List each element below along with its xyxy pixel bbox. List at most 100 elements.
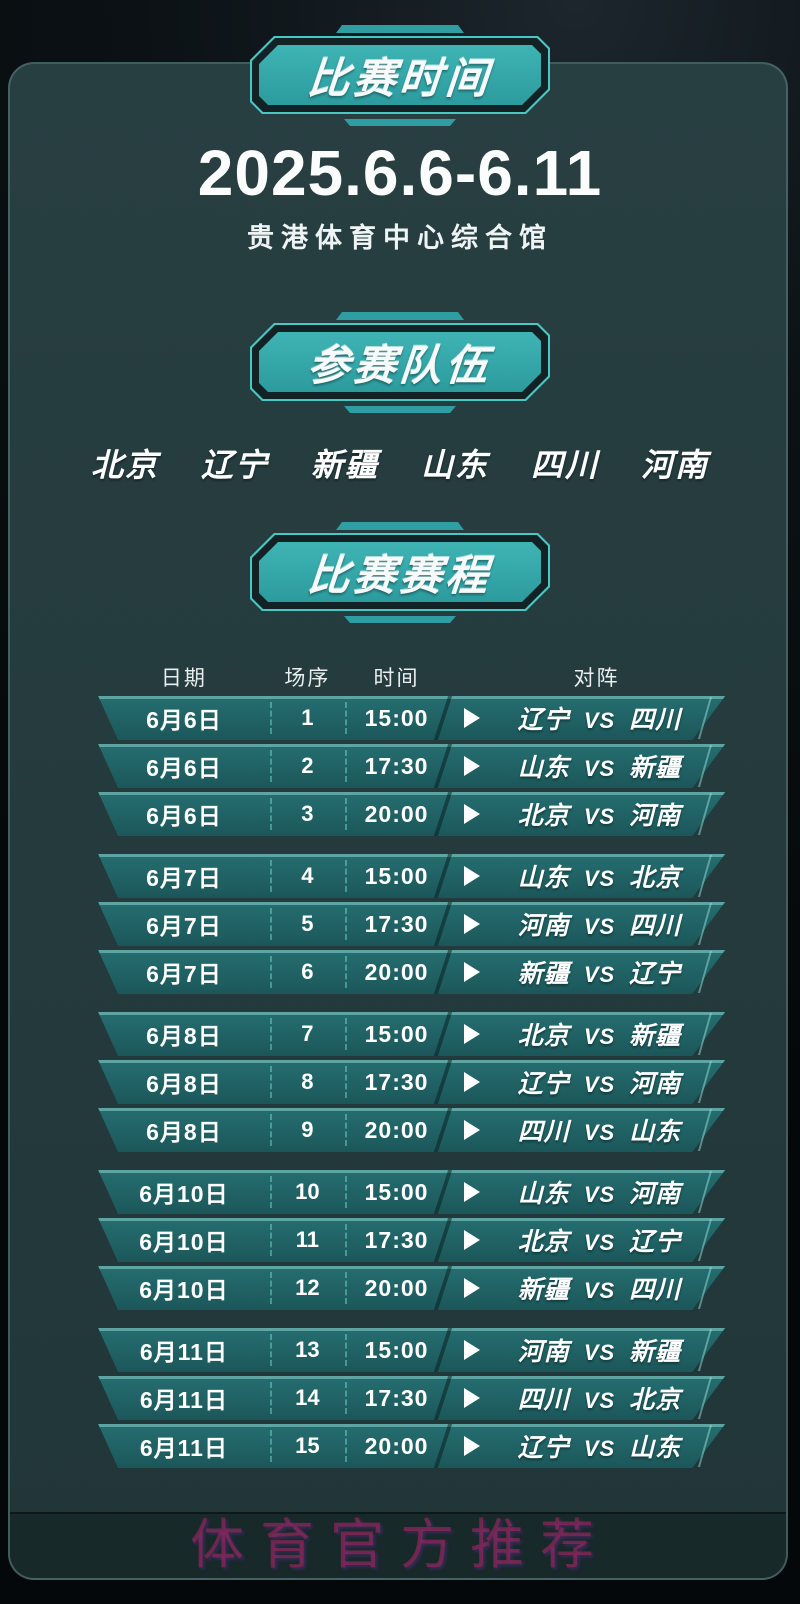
badge-frame: 参赛队伍: [250, 323, 550, 401]
cell-date: 6月8日: [146, 1071, 222, 1097]
vs-label: VS: [583, 708, 616, 733]
badge-top-bar: [336, 522, 464, 530]
vs-label: VS: [583, 1436, 616, 1461]
badge-bottom-bar: [344, 119, 456, 126]
badge-teams: 参赛队伍: [240, 312, 560, 413]
cell-match-no: 12: [295, 1275, 320, 1300]
row-content: 6月8日 9 20:00 四川 VS 山东: [57, 1108, 743, 1152]
cell-arrow: [448, 1072, 496, 1092]
cell-matchup: 辽宁 VS 山东: [496, 1428, 743, 1464]
column-divider: [269, 702, 272, 734]
watermark-text: 体育官方推荐: [190, 1515, 610, 1575]
row-background: [98, 792, 726, 836]
schedule-row: 6月11日 13 15:00 河南 VS 新疆: [0, 1328, 800, 1372]
cell-match-no: 15: [295, 1433, 320, 1458]
away-team: 河南: [629, 802, 682, 830]
badge-inner-outline: 比赛赛程: [252, 535, 548, 609]
header-match-no: 场序: [284, 667, 331, 690]
home-team: 四川: [517, 1386, 570, 1414]
cell-match-no: 1: [301, 705, 314, 730]
column-divider: [269, 860, 272, 892]
cell-date: 6月11日: [139, 1339, 228, 1365]
cell-matchup: 河南 VS 新疆: [496, 1332, 743, 1368]
play-triangle-icon: [464, 1024, 480, 1044]
cell-matchup: 山东 VS 北京: [496, 858, 743, 894]
row-content: 6月7日 5 17:30 河南 VS 四川: [57, 902, 743, 946]
row-background: [98, 1170, 726, 1214]
cell-matchup: 北京 VS 辽宁: [496, 1222, 743, 1258]
team-name: 新疆: [310, 447, 379, 483]
column-divider: [269, 956, 272, 988]
schedule-day-group: 6月8日 7 15:00 北京 VS 新疆 6月8日 8 17:30: [0, 1012, 800, 1152]
home-team: 河南: [517, 1338, 570, 1366]
badge-top-bar: [336, 25, 464, 33]
cell-match-no: 13: [295, 1337, 320, 1362]
play-triangle-icon: [464, 1436, 480, 1456]
row-background: [98, 744, 726, 788]
row-content: 6月10日 11 17:30 北京 VS 辽宁: [57, 1218, 743, 1262]
cell-matchup: 四川 VS 北京: [496, 1380, 743, 1416]
row-content: 6月6日 1 15:00 辽宁 VS 四川: [57, 696, 743, 740]
row-content: 6月11日 15 20:00 辽宁 VS 山东: [57, 1424, 743, 1468]
cell-match-no: 8: [301, 1069, 314, 1094]
cell-date: 6月7日: [146, 913, 222, 939]
column-divider: [269, 1430, 272, 1462]
play-triangle-icon: [464, 1388, 480, 1408]
cell-time: 17:30: [364, 910, 429, 937]
cell-arrow: [448, 914, 496, 934]
cell-time: 17:30: [364, 1384, 429, 1411]
badge-match-time-label: 比赛时间: [305, 54, 494, 102]
vs-label: VS: [583, 1182, 616, 1207]
badge-match-time: 比赛时间: [240, 25, 560, 126]
cell-arrow: [448, 1388, 496, 1408]
cell-time: 17:30: [364, 752, 429, 779]
play-triangle-icon: [464, 914, 480, 934]
schedule-header-row: 日期 场序 时间 对阵: [57, 662, 743, 692]
schedule-row: 6月6日 1 15:00 辽宁 VS 四川: [0, 696, 800, 740]
cell-matchup: 辽宁 VS 河南: [496, 1064, 743, 1100]
home-team: 辽宁: [517, 1434, 570, 1462]
column-divider: [345, 1018, 348, 1050]
cell-arrow: [448, 1230, 496, 1250]
header-time: 时间: [373, 667, 420, 690]
row-background: [98, 1060, 726, 1104]
row-background: [98, 1376, 726, 1420]
cell-matchup: 北京 VS 新疆: [496, 1016, 743, 1052]
play-triangle-icon: [464, 1120, 480, 1140]
column-divider: [269, 1224, 272, 1256]
away-team: 新疆: [629, 754, 682, 782]
row-background: [98, 854, 726, 898]
column-divider: [345, 1224, 348, 1256]
column-divider: [345, 956, 348, 988]
home-team: 山东: [517, 1180, 570, 1208]
away-team: 山东: [629, 1434, 682, 1462]
cell-match-no: 9: [301, 1117, 314, 1142]
schedule-day-group: 6月11日 13 15:00 河南 VS 新疆 6月11日 14 17:30: [0, 1328, 800, 1468]
row-background: [98, 1108, 726, 1152]
cell-date: 6月11日: [139, 1435, 228, 1461]
play-triangle-icon: [464, 804, 480, 824]
vs-label: VS: [583, 1278, 616, 1303]
schedule-table: 6月6日 1 15:00 辽宁 VS 四川 6月6日 2 17:30: [0, 696, 800, 1486]
event-date-range: 2025.6.6-6.11: [197, 137, 603, 209]
play-triangle-icon: [464, 708, 480, 728]
away-team: 新疆: [629, 1338, 682, 1366]
cell-date: 6月7日: [146, 865, 222, 891]
team-name: 辽宁: [200, 447, 269, 483]
cell-arrow: [448, 708, 496, 728]
cell-matchup: 四川 VS 山东: [496, 1112, 743, 1148]
badge-bottom-bar: [344, 616, 456, 623]
schedule-row: 6月10日 10 15:00 山东 VS 河南: [0, 1170, 800, 1214]
home-team: 辽宁: [517, 1070, 570, 1098]
column-divider: [345, 1176, 348, 1208]
column-divider: [345, 702, 348, 734]
cell-time: 20:00: [364, 958, 429, 985]
cell-date: 6月8日: [146, 1023, 222, 1049]
cell-arrow: [448, 1024, 496, 1044]
vs-label: VS: [583, 962, 616, 987]
row-background: [98, 1218, 726, 1262]
badge-bottom-bar: [344, 406, 456, 413]
column-divider: [345, 798, 348, 830]
away-team: 山东: [629, 1118, 682, 1146]
